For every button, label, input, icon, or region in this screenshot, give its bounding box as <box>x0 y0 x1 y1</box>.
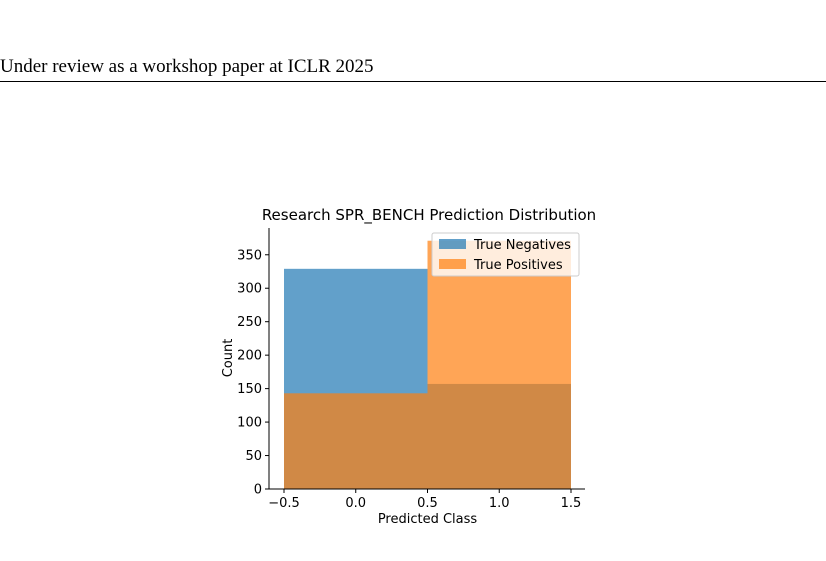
y-tick-label-50: 50 <box>245 449 262 464</box>
x-tick-label-4: 1.5 <box>561 496 582 511</box>
x-tick-label-0: −0.5 <box>268 496 300 511</box>
y-tick-label-0: 0 <box>254 483 262 498</box>
bar-true-positives-0 <box>284 393 428 489</box>
axes-layer <box>265 228 585 493</box>
legend-swatch-0 <box>439 239 466 249</box>
y-tick-label-350: 350 <box>237 248 262 263</box>
x-tick-label-1: 0.0 <box>345 496 366 511</box>
y-tick-label-200: 200 <box>237 349 262 364</box>
y-tick-label-150: 150 <box>237 382 262 397</box>
legend-label-0: True Negatives <box>473 238 571 253</box>
y-tick-label-250: 250 <box>237 315 262 330</box>
text-layer: 0 50 100 150 200 250 300 350 −0.5 0.0 0.5 1.0 1.5 Res… <box>221 206 596 527</box>
x-tick-label-3: 1.0 <box>489 496 510 511</box>
legend-box <box>431 232 580 277</box>
chart-title: Research SPR_BENCH Prediction Distributi… <box>262 206 596 225</box>
x-axis-label: Predicted Class <box>378 512 478 527</box>
y-axis-label: Count <box>221 339 236 378</box>
bars-layer <box>284 240 571 489</box>
header-rule <box>0 81 826 82</box>
legend: True Negatives True Positives <box>431 232 580 277</box>
legend-swatch-1 <box>439 259 466 269</box>
y-tick-label-300: 300 <box>237 282 262 297</box>
bar-true-positives-1 <box>427 240 571 489</box>
running-title: Under review as a workshop paper at ICLR… <box>0 56 374 77</box>
y-tick-label-100: 100 <box>237 416 262 431</box>
x-tick-label-2: 0.5 <box>417 496 438 511</box>
legend-label-1: True Positives <box>473 258 563 273</box>
